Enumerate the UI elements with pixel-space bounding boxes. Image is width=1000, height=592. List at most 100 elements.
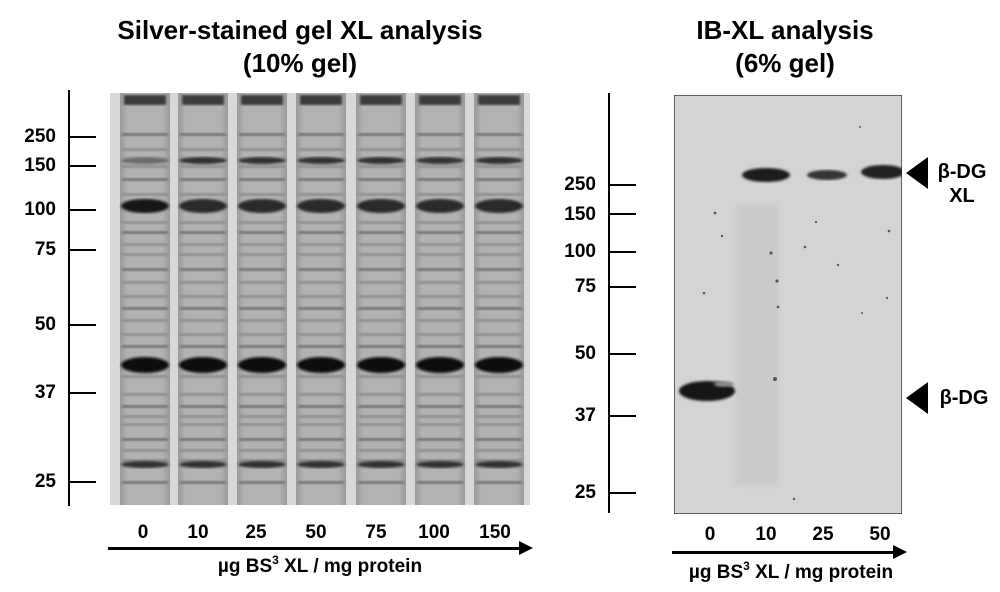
left-mw-75: 75 <box>34 239 56 260</box>
gel-major-band <box>297 461 345 468</box>
gel-faint-band <box>122 375 168 378</box>
gel-faint-band <box>298 319 344 322</box>
right-xaxis-label: µg BS3 XL / mg protein <box>660 559 922 584</box>
gel-faint-band <box>180 268 226 271</box>
gel-faint-band <box>358 393 404 396</box>
left-title-line2: (10% gel) <box>242 48 358 78</box>
gel-faint-band <box>417 295 463 298</box>
gel-faint-band <box>180 481 226 484</box>
right-mw-50: 50 <box>574 343 596 364</box>
gel-major-band <box>416 157 464 164</box>
gel-faint-band <box>239 268 285 271</box>
gel-faint-band <box>417 133 463 136</box>
gel-major-band <box>121 357 169 373</box>
gel-faint-band <box>180 319 226 322</box>
gel-faint-band <box>180 221 226 224</box>
gel-faint-band <box>180 333 226 336</box>
left-tick-50 <box>70 324 96 326</box>
monomer-band-arrowhead-icon <box>906 382 928 414</box>
right-mw-75: 75 <box>574 276 596 297</box>
gel-faint-band <box>180 459 226 462</box>
right-tick-75 <box>610 286 636 288</box>
gel-major-band <box>121 461 169 468</box>
left-panel-title: Silver-stained gel XL analysis (10% gel) <box>60 14 540 80</box>
gel-faint-band <box>476 231 522 234</box>
gel-faint-band <box>298 193 344 196</box>
gel-major-band <box>357 461 405 468</box>
gel-faint-band <box>358 165 404 168</box>
gel-faint-band <box>476 148 522 151</box>
gel-lane <box>120 93 170 505</box>
gel-major-band <box>238 199 286 213</box>
gel-faint-band <box>298 423 344 426</box>
gel-faint-band <box>298 345 344 348</box>
gel-major-band <box>475 461 523 468</box>
gel-faint-band <box>298 375 344 378</box>
gel-faint-band <box>180 148 226 151</box>
gel-lane <box>178 93 228 505</box>
gel-faint-band <box>417 449 463 452</box>
gel-faint-band <box>476 423 522 426</box>
gel-faint-band <box>417 193 463 196</box>
gel-faint-band <box>239 393 285 396</box>
gel-faint-band <box>358 133 404 136</box>
xl-band-label-line2: XL <box>949 185 975 207</box>
xl-band-arrowhead-icon <box>906 157 928 189</box>
gel-faint-band <box>180 243 226 246</box>
gel-faint-band <box>180 133 226 136</box>
right-xaxis-suffix: XL / mg protein <box>749 562 894 583</box>
left-tick-100 <box>70 209 96 211</box>
left-xaxis-sup: 3 <box>272 553 279 567</box>
gel-faint-band <box>180 345 226 348</box>
gel-faint-band <box>358 333 404 336</box>
gel-well <box>360 95 402 105</box>
gel-faint-band <box>122 253 168 256</box>
gel-faint-band <box>476 178 522 181</box>
gel-faint-band <box>358 148 404 151</box>
gel-faint-band <box>239 333 285 336</box>
gel-faint-band <box>476 268 522 271</box>
gel-well <box>300 95 342 105</box>
gel-faint-band <box>298 415 344 418</box>
gel-faint-band <box>417 375 463 378</box>
left-mw-250: 250 <box>24 126 56 147</box>
gel-faint-band <box>417 221 463 224</box>
gel-faint-band <box>122 295 168 298</box>
left-mw-37: 37 <box>34 382 56 403</box>
gel-faint-band <box>476 333 522 336</box>
gel-major-band <box>297 357 345 373</box>
left-tick-250 <box>70 136 96 138</box>
gel-faint-band <box>476 281 522 284</box>
gel-faint-band <box>239 253 285 256</box>
right-lane-label-0: 0 <box>704 524 716 545</box>
gel-faint-band <box>358 253 404 256</box>
gel-major-band <box>297 157 345 164</box>
gel-major-band <box>297 199 345 213</box>
gel-faint-band <box>358 459 404 462</box>
right-tick-250 <box>610 184 636 186</box>
gel-major-band <box>416 461 464 468</box>
gel-faint-band <box>180 165 226 168</box>
gel-faint-band <box>476 243 522 246</box>
gel-faint-band <box>298 148 344 151</box>
gel-faint-band <box>239 319 285 322</box>
gel-faint-band <box>180 449 226 452</box>
gel-faint-band <box>358 231 404 234</box>
gel-faint-band <box>122 405 168 408</box>
gel-faint-band <box>417 281 463 284</box>
gel-faint-band <box>180 405 226 408</box>
gel-lane <box>237 93 287 505</box>
gel-faint-band <box>239 165 285 168</box>
right-panel-title: IB-XL analysis (6% gel) <box>655 14 915 80</box>
gel-faint-band <box>298 405 344 408</box>
gel-faint-band <box>180 178 226 181</box>
gel-faint-band <box>417 319 463 322</box>
right-lane-label-50: 50 <box>869 524 891 545</box>
gel-faint-band <box>298 243 344 246</box>
silver-stained-gel-image <box>110 93 530 505</box>
gel-faint-band <box>417 148 463 151</box>
left-xaxis-prefix: µg BS <box>217 556 273 577</box>
gel-faint-band <box>122 268 168 271</box>
gel-faint-band <box>476 193 522 196</box>
gel-faint-band <box>417 393 463 396</box>
